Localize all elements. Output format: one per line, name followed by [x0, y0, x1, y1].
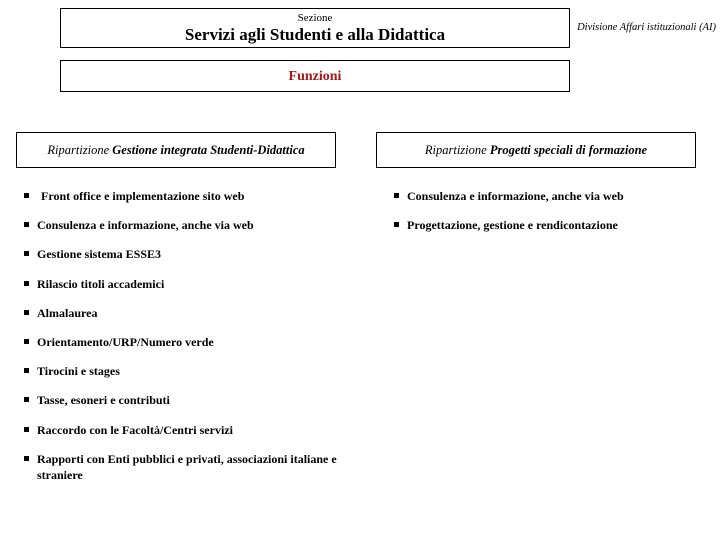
left-prefix: Ripartizione [47, 143, 112, 157]
bullet-icon [394, 222, 399, 227]
list-item-text: Progettazione, gestione e rendicontazion… [407, 217, 618, 233]
left-subsection-box: Ripartizione Gestione integrata Studenti… [16, 132, 336, 168]
list-item: Tirocini e stages [24, 363, 354, 379]
bullet-icon [24, 251, 29, 256]
list-item: Raccordo con le Facoltà/Centri servizi [24, 422, 354, 438]
bullet-icon [24, 368, 29, 373]
list-item-text: Consulenza e informazione, anche via web [37, 217, 254, 233]
left-list: Front office e implementazione sito web C… [24, 188, 354, 496]
right-prefix: Ripartizione [425, 143, 490, 157]
left-bold: Gestione integrata Studenti-Didattica [112, 143, 304, 157]
list-item: Front office e implementazione sito web [24, 188, 354, 204]
header-box: Sezione Servizi agli Studenti e alla Did… [60, 8, 570, 48]
list-item: Rapporti con Enti pubblici e privati, as… [24, 451, 354, 483]
section-label: Sezione [61, 12, 569, 24]
bullet-icon [24, 281, 29, 286]
list-item: Tasse, esoneri e contributi [24, 392, 354, 408]
bullet-icon [24, 310, 29, 315]
right-subsection-text: Ripartizione Progetti speciali di formaz… [425, 143, 647, 157]
left-subsection-text: Ripartizione Gestione integrata Studenti… [47, 143, 304, 157]
list-item: Orientamento/URP/Numero verde [24, 334, 354, 350]
bullet-icon [24, 456, 29, 461]
right-subsection-box: Ripartizione Progetti speciali di formaz… [376, 132, 696, 168]
bullet-icon [24, 427, 29, 432]
bullet-icon [394, 193, 399, 198]
list-item: Progettazione, gestione e rendicontazion… [394, 217, 694, 233]
section-title: Servizi agli Studenti e alla Didattica [61, 25, 569, 45]
list-item-text: Front office e implementazione sito web [37, 188, 244, 204]
list-item-text: Raccordo con le Facoltà/Centri servizi [37, 422, 233, 438]
right-bold: Progetti speciali di formazione [490, 143, 647, 157]
corner-label: Divisione Affari istituzionali (AI) [577, 22, 716, 33]
list-item-text: Consulenza e informazione, anche via web [407, 188, 624, 204]
list-item-text: Rapporti con Enti pubblici e privati, as… [37, 451, 354, 483]
list-item: Consulenza e informazione, anche via web [394, 188, 694, 204]
funzioni-label: Funzioni [289, 69, 342, 84]
list-item: Consulenza e informazione, anche via web [24, 217, 354, 233]
list-item-text: Tirocini e stages [37, 363, 120, 379]
list-item-text: Rilascio titoli accademici [37, 276, 164, 292]
bullet-icon [24, 339, 29, 344]
list-item: Rilascio titoli accademici [24, 276, 354, 292]
list-item-text: Tasse, esoneri e contributi [37, 392, 170, 408]
bullet-icon [24, 397, 29, 402]
list-item-text: Almalaurea [37, 305, 97, 321]
list-item-text: Orientamento/URP/Numero verde [37, 334, 214, 350]
funzioni-box: Funzioni [60, 60, 570, 92]
right-list: Consulenza e informazione, anche via web… [394, 188, 694, 246]
list-item: Gestione sistema ESSE3 [24, 246, 354, 262]
bullet-icon [24, 193, 29, 198]
bullet-icon [24, 222, 29, 227]
list-item-text: Gestione sistema ESSE3 [37, 246, 161, 262]
list-item: Almalaurea [24, 305, 354, 321]
